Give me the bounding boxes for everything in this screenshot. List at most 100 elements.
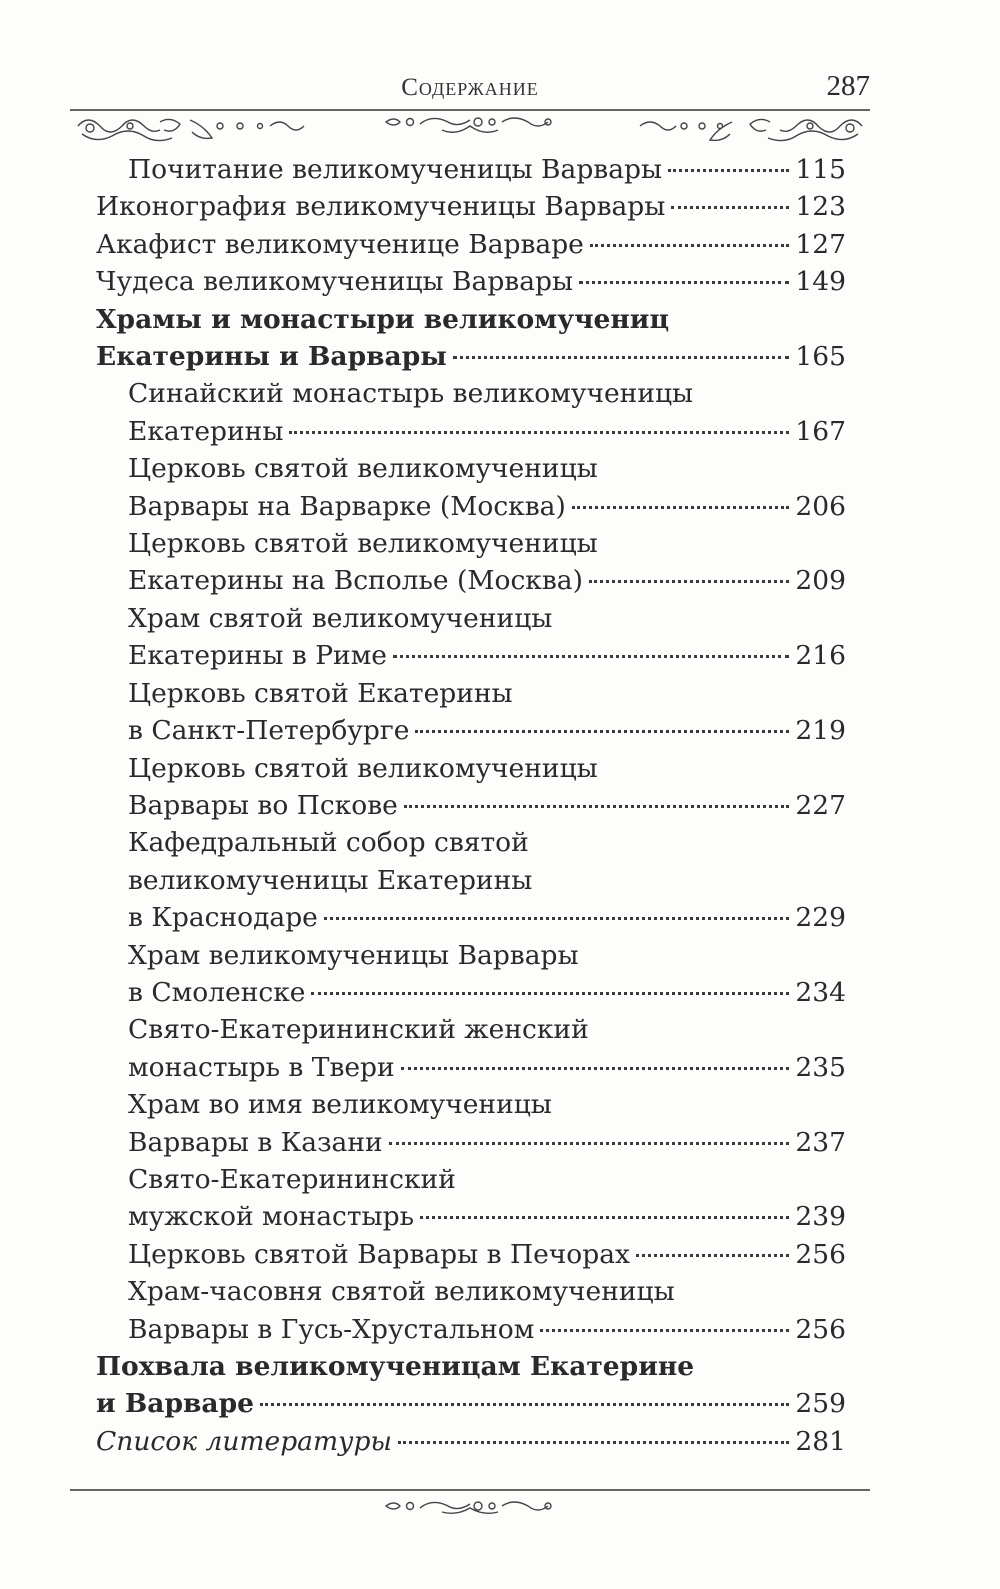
running-header-title: Содержание bbox=[401, 74, 539, 101]
dot-leader bbox=[540, 1328, 790, 1332]
toc-entry: Свято-Екатерининский мужской монастырь 239 bbox=[96, 1161, 846, 1236]
page-number: 287 bbox=[826, 70, 871, 102]
toc-entry-page-number: 234 bbox=[795, 976, 846, 1008]
toc-entry-leader-row: мужской монастырь 239 bbox=[128, 1198, 846, 1235]
toc-entry: Чудеса великомученицы Варвары 149 bbox=[96, 263, 846, 300]
toc-entry-title-line: Список литературы bbox=[96, 1425, 393, 1457]
toc-entry-title-line: Похвала великомученицам Екатерине bbox=[96, 1351, 695, 1382]
toc-entry-page-number: 229 bbox=[795, 902, 846, 934]
toc-entry-title-line: мужской монастырь bbox=[128, 1201, 415, 1233]
toc-entry-title-line: Синайский монастырь великомученицы bbox=[128, 378, 694, 410]
dot-leader bbox=[259, 1403, 790, 1407]
toc-entry-title-line: Храм святой великомученицы bbox=[128, 602, 553, 634]
dot-leader bbox=[589, 243, 790, 247]
toc-entry-page-number: 259 bbox=[795, 1388, 846, 1420]
toc-entry-title-line: Церковь святой великомученицы bbox=[128, 528, 598, 560]
dot-leader bbox=[392, 655, 790, 659]
toc-entry: Церковь святой Варвары в Печорах 256 bbox=[96, 1236, 846, 1273]
toc-entry-title-line: Храмы и монастыри великомучениц bbox=[96, 303, 670, 335]
dot-leader bbox=[289, 430, 790, 434]
toc-entry-page-number: 216 bbox=[795, 640, 846, 672]
toc-entry-leader-row: Почитание великомученицы Варвары 115 bbox=[128, 151, 846, 188]
toc-entry-leader-row: Варвары в Казани 237 bbox=[128, 1124, 846, 1161]
toc-entry-title-line: Церковь святой Екатерины bbox=[128, 677, 513, 709]
toc-entry: Синайский монастырь великомученицы Екатер… bbox=[96, 375, 846, 450]
toc-entry-page-number: 235 bbox=[795, 1051, 846, 1083]
toc-entry-title-line: Екатерины на Всполье (Москва) bbox=[128, 565, 583, 597]
toc-entry-leader-row: в Смоленске 234 bbox=[128, 974, 846, 1011]
toc-entry-leader-row: Варвары в Гусь-Хрустальном 256 bbox=[128, 1311, 846, 1348]
header-ornament-rule bbox=[70, 109, 870, 142]
toc-entry-title-line: Иконография великомученицы Варвары bbox=[96, 191, 666, 223]
toc-entry: Кафедральный собор святой великомученицы … bbox=[96, 824, 846, 936]
dot-leader bbox=[588, 580, 790, 584]
toc-entry-page-number: 167 bbox=[795, 415, 846, 447]
toc-entry-page-number: 237 bbox=[795, 1126, 846, 1158]
toc-entry-title-line: Варвары в Казани bbox=[128, 1126, 383, 1158]
toc-entry-leader-row: в Санкт-Петербурге 219 bbox=[128, 712, 846, 749]
toc-entry-leader-row: Екатерины в Риме 216 bbox=[128, 637, 846, 674]
toc-entry-leader-row: Екатерины 167 bbox=[128, 413, 846, 450]
dot-leader bbox=[400, 1066, 790, 1070]
toc-entry-leader-row: Чудеса великомученицы Варвары 149 bbox=[96, 263, 846, 300]
toc-entry: Храм святой великомученицы Екатерины в Ри… bbox=[96, 600, 846, 675]
toc-entry-page-number: 115 bbox=[795, 154, 846, 185]
toc-entry-leader-row: Екатерины на Всполье (Москва) 209 bbox=[128, 562, 846, 599]
toc-entry-title-line: Екатерины в Риме bbox=[128, 640, 387, 672]
toc-entry-leader-row: Екатерины и Варвары 165 bbox=[96, 338, 846, 375]
toc-entry-leader-row: Иконография великомученицы Варвары 123 bbox=[96, 188, 846, 225]
toc-entry-title-line: Свято-Екатерининский bbox=[128, 1163, 456, 1195]
toc-entry-page-number: 256 bbox=[795, 1313, 846, 1345]
table-of-contents: Почитание великомученицы Варвары 115 Иконо… bbox=[96, 151, 846, 1460]
dot-leader bbox=[668, 169, 790, 172]
toc-entry-page-number: 219 bbox=[795, 715, 846, 747]
toc-entry: Свято-Екатерининский женский монастырь в … bbox=[96, 1011, 846, 1086]
toc-entry-page-number: 239 bbox=[795, 1201, 846, 1233]
toc-entry-title-line: в Смоленске bbox=[128, 976, 306, 1008]
toc-entry-leader-row: Варвары во Пскове 227 bbox=[128, 787, 846, 824]
toc-entry-title-line: Чудеса великомученицы Варвары bbox=[96, 266, 574, 298]
toc-entry: Храм великомученицы Варвары в Смоленске 23… bbox=[96, 937, 846, 1012]
toc-entry-title-line: Варвары на Варварке (Москва) bbox=[128, 490, 566, 522]
toc-entry-title-line: Церковь святой великомученицы bbox=[128, 752, 598, 784]
toc-entry: Похвала великомученицам Екатерине и Варва… bbox=[96, 1348, 846, 1423]
toc-entry-leader-row: Варвары на Варварке (Москва) 206 bbox=[128, 488, 846, 525]
dot-leader bbox=[420, 1216, 790, 1220]
toc-entry-leader-row: Список литературы 281 bbox=[96, 1423, 846, 1460]
toc-entry-page-number: 206 bbox=[795, 490, 846, 522]
dot-leader bbox=[579, 281, 790, 285]
toc-entry-title-line: монастырь в Твери bbox=[128, 1051, 395, 1083]
toc-entry: Церковь святой Екатерины в Санкт-Петербур… bbox=[96, 675, 846, 750]
toc-entry: Церковь святой великомученицы Варвары во … bbox=[96, 750, 846, 825]
toc-entry-title-line: Варвары в Гусь-Хрустальном bbox=[128, 1313, 535, 1345]
dot-leader bbox=[323, 917, 790, 921]
toc-entry-title-line: в Санкт-Петербурге bbox=[128, 715, 410, 747]
toc-entry: Почитание великомученицы Варвары 115 bbox=[96, 151, 846, 188]
dot-leader bbox=[571, 505, 790, 509]
toc-entry: Церковь святой великомученицы Екатерины н… bbox=[96, 525, 846, 600]
toc-entry: Иконография великомученицы Варвары 123 bbox=[96, 188, 846, 225]
dot-leader bbox=[388, 1141, 790, 1145]
toc-entry-title-line: Екатерины и Варвары bbox=[96, 341, 447, 373]
toc-entry-page-number: 123 bbox=[795, 191, 846, 223]
toc-entry: Акафист великомученице Варваре 127 bbox=[96, 226, 846, 263]
toc-entry-leader-row: и Варваре 259 bbox=[96, 1385, 846, 1422]
toc-entry-title-line: Храм-часовня святой великомученицы bbox=[128, 1276, 675, 1308]
toc-entry-title-line: Почитание великомученицы Варвары bbox=[128, 154, 663, 185]
toc-entry-page-number: 227 bbox=[795, 789, 846, 821]
toc-entry-title-line: Акафист великомученице Варваре bbox=[96, 228, 584, 260]
dot-leader bbox=[452, 356, 790, 360]
toc-entry-title-line: Варвары во Пскове bbox=[128, 789, 398, 821]
toc-entry: Церковь святой великомученицы Варвары на … bbox=[96, 450, 846, 525]
dot-leader bbox=[398, 1440, 790, 1444]
toc-entry-leader-row: Акафист великомученице Варваре 127 bbox=[96, 226, 846, 263]
dot-leader bbox=[403, 804, 790, 808]
toc-entry-page-number: 127 bbox=[795, 228, 846, 260]
toc-entry: Список литературы 281 bbox=[96, 1423, 846, 1460]
dot-leader bbox=[311, 991, 790, 995]
toc-entry-title-line: Церковь святой великомученицы bbox=[128, 453, 598, 485]
toc-entry-title-line: и Варваре bbox=[96, 1388, 254, 1420]
toc-entry-title-line: великомученицы Екатерины bbox=[128, 864, 533, 896]
toc-entry-title-line: Екатерины bbox=[128, 415, 284, 447]
